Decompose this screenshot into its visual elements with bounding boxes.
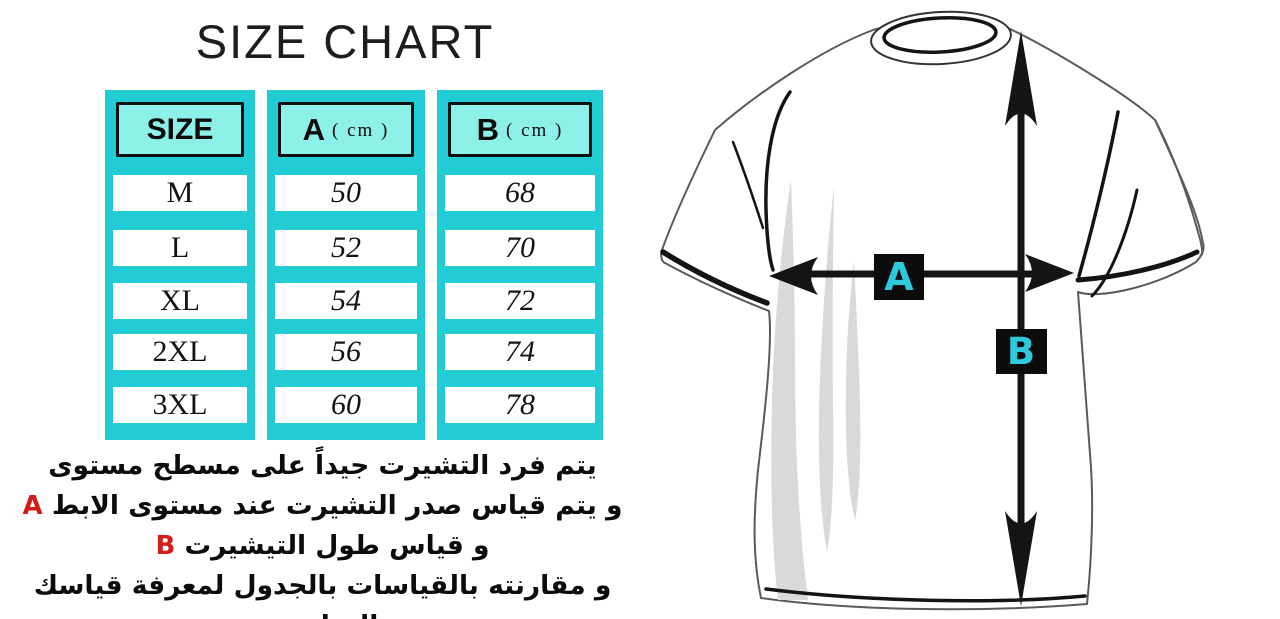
table-cell-a-2xl: 56: [275, 334, 417, 370]
table-cell-size-l: L: [113, 230, 247, 266]
shading-right-blade: [845, 262, 861, 520]
width-arrow-left-head: [769, 257, 818, 295]
instruction-highlight-b: B: [155, 531, 176, 561]
instruction-line-2: و يتم قياس صدر التشيرت عند مستوى الابط A: [15, 486, 630, 526]
table-cell-a-l: 52: [275, 230, 417, 266]
length-label-box: [996, 329, 1047, 374]
length-arrow-bottom-head: [1005, 511, 1037, 606]
table-cell-b-xl: 72: [445, 283, 595, 319]
width-label: A: [884, 255, 914, 299]
tshirt-outline: [660, 22, 1205, 611]
collar-inner: [882, 16, 998, 54]
instruction-line-1: يتم فرد التشيرت جيداً على مسطح مستوى: [15, 446, 630, 486]
length-arrow-top-head: [1005, 31, 1037, 126]
instruction-text-1: يتم فرد التشيرت جيداً على مسطح مستوى: [48, 450, 597, 481]
instruction-text-3: و قياس طول التيشيرت: [184, 530, 490, 561]
measuring-instructions: يتم فرد التشيرت جيداً على مسطح مستوى و ي…: [15, 446, 630, 619]
right-sleeve-edge: [1154, 119, 1204, 256]
table-cell-b-l: 70: [445, 230, 595, 266]
header-label-b: B: [476, 111, 499, 147]
table-column-b: B ( cm ) 68 70 72 74 78: [437, 90, 603, 440]
instruction-text-2: و يتم قياس صدر التشيرت عند مستوى الابط: [51, 490, 623, 521]
table-cell-b-2xl: 74: [445, 334, 595, 370]
instruction-line-3: و قياس طول التيشيرت B: [15, 526, 630, 566]
header-label-a: A: [302, 111, 325, 147]
table-cell-a-xl: 54: [275, 283, 417, 319]
page-title: SIZE CHART: [195, 15, 495, 68]
right-sleeve-wrinkle: [1090, 188, 1139, 298]
width-arrow-right-head: [1025, 254, 1074, 292]
table-cell-size-2xl: 2XL: [113, 334, 247, 370]
table-column-a: A ( cm ) 50 52 54 56 60: [267, 90, 425, 440]
table-cell-size-3xl: 3XL: [113, 387, 247, 423]
tshirt-diagram: A B: [660, 10, 1205, 611]
table-cell-b-3xl: 78: [445, 387, 595, 423]
instruction-line-4: و مقارنته بالقياسات بالجدول لمعرفة قياسك…: [15, 566, 630, 619]
instruction-highlight-a: A: [22, 491, 43, 521]
length-arrow-shaft: [1017, 90, 1025, 545]
table-column-size: SIZE M L XL 2XL 3XL: [105, 90, 255, 440]
left-shoulder-wrinkle: [731, 140, 765, 230]
column-header-b: B ( cm ): [448, 102, 592, 157]
width-label-box: [874, 254, 924, 300]
right-armhole-seam: [1077, 110, 1120, 278]
left-cuff-line: [660, 249, 770, 306]
table-cell-size-xl: XL: [113, 283, 247, 319]
table-cell-a-3xl: 60: [275, 387, 417, 423]
header-unit-a: ( cm ): [332, 119, 390, 141]
table-cell-size-m: M: [113, 175, 247, 211]
right-cuff-line: [1075, 249, 1200, 283]
header-unit-b: ( cm ): [506, 119, 564, 141]
column-header-size: SIZE: [116, 102, 244, 157]
instruction-text-4: و مقارنته بالقياسات بالجدول لمعرفة قياسك…: [33, 570, 612, 619]
table-cell-b-m: 68: [445, 175, 595, 211]
left-armhole-seam: [764, 90, 792, 272]
column-header-a: A ( cm ): [278, 102, 414, 157]
table-cell-a-m: 50: [275, 175, 417, 211]
header-label-size: SIZE: [146, 112, 214, 146]
shading-left-blade: [771, 180, 808, 600]
hem-stitch-line: [764, 587, 1087, 603]
length-label: B: [1007, 330, 1035, 373]
